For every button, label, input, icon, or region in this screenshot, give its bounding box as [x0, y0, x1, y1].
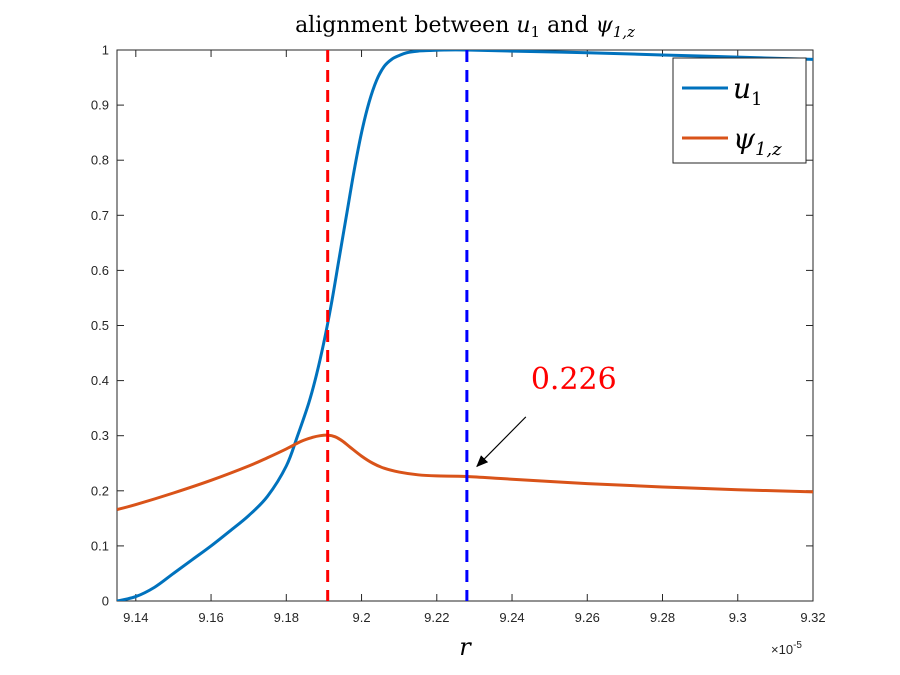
series-line-u1: [117, 50, 813, 601]
y-tick-label: 0.5: [91, 318, 109, 333]
y-tick-label: 1: [102, 43, 109, 58]
y-tick-label: 0.2: [91, 483, 109, 498]
x-tick-label: 9.14: [123, 610, 148, 625]
x-tick-label: 9.22: [424, 610, 449, 625]
annotation-label: 0.226: [531, 362, 617, 397]
x-tick-label: 9.28: [650, 610, 675, 625]
y-tick-label: 0.7: [91, 208, 109, 223]
legend-label-psi1z: ψ1,z: [733, 122, 782, 160]
axis-ticks: 0 0.1 0.2 0.3 0.4 0.5 0.6 0.7 0.8 0.9 1 9.14 9.16 9.1…: [91, 43, 826, 626]
y-tick-label: 0: [102, 594, 109, 609]
legend: u1 ψ1,z: [672, 57, 807, 164]
y-tick-label: 0.4: [91, 373, 109, 388]
y-tick-label: 0.1: [91, 538, 109, 553]
y-tick-label: 0.9: [91, 98, 109, 113]
x-tick-label: 9.16: [198, 610, 223, 625]
x-tick-label: 9.2: [353, 610, 371, 625]
x-axis-label: r: [459, 633, 472, 661]
series-line-psi1z: [117, 433, 813, 511]
y-tick-label: 0.8: [91, 153, 109, 168]
chart-title: alignment between u1 and ψ1,z: [295, 13, 635, 41]
x-tick-label: 9.24: [499, 610, 524, 625]
x-tick-label: 9.26: [575, 610, 600, 625]
y-tick-label: 0.3: [91, 428, 109, 443]
series-layer: [117, 50, 813, 601]
annotation: 0.226: [476, 362, 617, 468]
legend-box: [672, 57, 807, 164]
x-tick-label: 9.32: [800, 610, 825, 625]
vline-layer: [326, 50, 469, 601]
x-axis-exponent: ×10-5: [771, 640, 802, 657]
y-tick-label: 0.6: [91, 263, 109, 278]
legend-label-u1: u1: [733, 72, 763, 110]
annotation-arrow: [476, 416, 527, 468]
x-tick-label: 9.3: [729, 610, 747, 625]
x-tick-label: 9.18: [274, 610, 299, 625]
